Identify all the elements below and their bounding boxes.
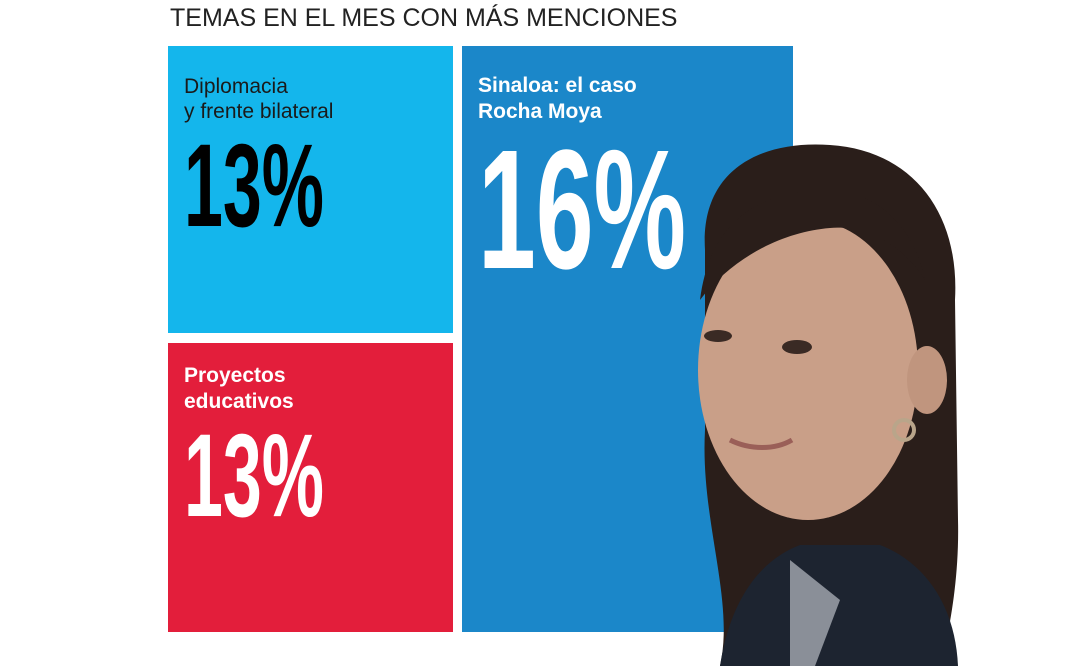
tile-value: 16% (478, 115, 686, 305)
tile-label: Proyectos (184, 364, 286, 387)
tile-label: Diplomacia (184, 75, 288, 98)
tile-value: 13% (184, 410, 324, 542)
tile-diplomacia (168, 46, 453, 333)
tile-proyectos (168, 343, 453, 632)
tile-label: Sinaloa: el caso (478, 74, 637, 97)
tile-label: Rocha Moya (478, 100, 602, 123)
tile-label: y frente bilateral (184, 100, 333, 123)
portrait (698, 144, 959, 666)
title: TEMAS EN EL MES CON MÁS MENCIONES (170, 3, 677, 32)
tile-value: 13% (184, 120, 324, 252)
tile-label: educativos (184, 390, 294, 413)
